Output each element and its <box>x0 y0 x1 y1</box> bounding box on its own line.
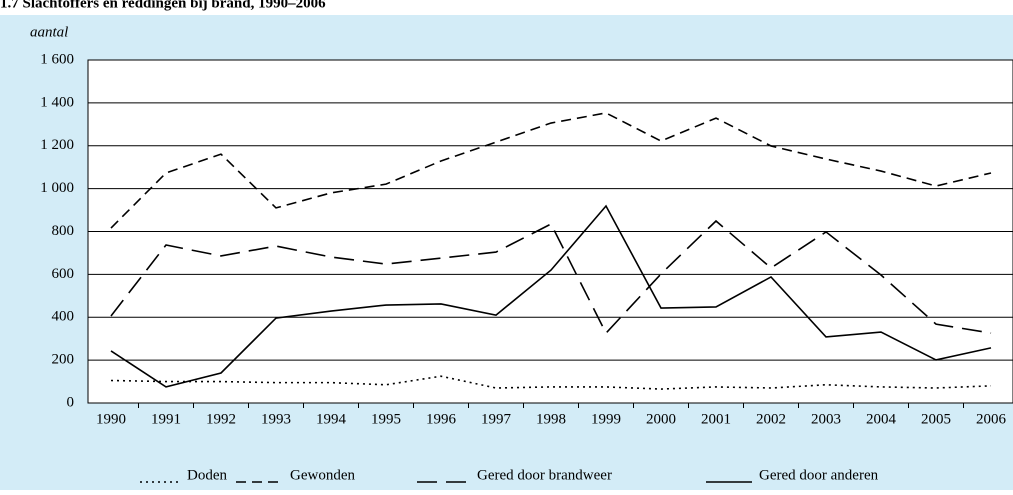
x-tick-label: 1999 <box>591 411 621 427</box>
x-tick-label: 1991 <box>151 411 181 427</box>
y-tick-label: 600 <box>52 266 75 282</box>
legend-label: Doden <box>187 467 227 483</box>
x-tick-label: 1992 <box>206 411 236 427</box>
y-tick-label: 1 600 <box>40 51 74 67</box>
x-tick-label: 1995 <box>371 411 401 427</box>
legend-label: Gered door brandweer <box>477 467 612 483</box>
chart-title: 1.7 Slachtoffers en reddingen bij brand,… <box>0 0 326 11</box>
x-tick-label: 1997 <box>481 411 512 427</box>
y-axis-label: aantal <box>30 24 68 40</box>
y-tick-label: 1 400 <box>40 94 74 110</box>
x-tick-label: 1998 <box>536 411 566 427</box>
y-tick-label: 0 <box>67 394 75 410</box>
y-tick-label: 200 <box>52 352 75 368</box>
x-tick-label: 2002 <box>756 411 786 427</box>
legend-label: Gered door anderen <box>759 467 879 483</box>
y-tick-label: 1 200 <box>40 137 74 153</box>
x-tick-label: 2000 <box>646 411 676 427</box>
x-tick-label: 2006 <box>976 411 1007 427</box>
y-tick-label: 800 <box>52 223 75 239</box>
x-tick-label: 2003 <box>811 411 841 427</box>
x-tick-label: 1994 <box>316 411 347 427</box>
x-tick-label: 1990 <box>96 411 126 427</box>
x-tick-label: 1993 <box>261 411 291 427</box>
legend-label: Gewonden <box>290 467 355 483</box>
x-tick-label: 1996 <box>426 411 457 427</box>
y-tick-label: 400 <box>52 309 75 325</box>
y-tick-label: 1 000 <box>40 180 74 196</box>
series-line <box>110 219 992 335</box>
series-line <box>110 204 992 388</box>
x-tick-label: 2001 <box>701 411 731 427</box>
series-line <box>110 112 992 229</box>
x-tick-label: 2005 <box>921 411 951 427</box>
x-tick-label: 2004 <box>866 411 897 427</box>
